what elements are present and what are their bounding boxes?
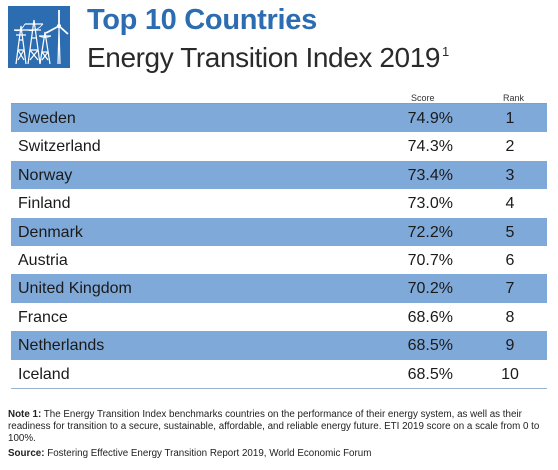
score-cell: 70.2%	[407, 280, 453, 298]
source-line: Source: Fostering Effective Energy Trans…	[8, 448, 554, 459]
source-label: Source:	[8, 448, 45, 459]
score-cell: 72.2%	[407, 223, 453, 241]
country-cell: France	[18, 308, 68, 326]
rank-cell: 1	[505, 110, 515, 127]
subtitle-text: Energy Transition Index 2019	[87, 42, 441, 73]
score-cell: 70.7%	[407, 251, 453, 269]
rank-cell: 4	[505, 195, 515, 213]
rank-cell: 7	[505, 280, 515, 298]
country-cell: Finland	[18, 195, 71, 213]
country-cell: Sweden	[18, 110, 76, 127]
ranking-table: Sweden 74.9% 1 Switzerland 74.3% 2 Norway 73.4%…	[11, 104, 547, 388]
rank-cell: 10	[501, 365, 519, 383]
score-cell: 68.6%	[407, 308, 453, 326]
table-row: Austria 70.7% 6	[11, 246, 547, 274]
page-title: Top 10 Countries	[87, 4, 317, 36]
table-row: Finland 73.0% 4	[11, 189, 547, 217]
subtitle-footnote-mark: 1	[442, 44, 449, 59]
table-row: Switzerland 74.3% 2	[11, 132, 547, 160]
rank-cell: 2	[505, 138, 515, 156]
footnote-text: The Energy Transition Index benchmarks c…	[8, 409, 540, 444]
country-cell: Denmark	[18, 223, 83, 241]
country-cell: Iceland	[18, 365, 70, 383]
rank-cell: 6	[505, 251, 515, 269]
country-cell: Switzerland	[18, 138, 101, 156]
score-cell: 74.3%	[407, 138, 453, 156]
score-cell: 74.9%	[407, 110, 453, 127]
country-cell: Norway	[18, 166, 73, 184]
rank-cell: 3	[505, 166, 515, 184]
column-header-score: Score	[411, 93, 435, 103]
score-cell: 73.4%	[407, 166, 453, 184]
table-row: Iceland 68.5% 10	[11, 360, 547, 388]
rank-cell: 9	[505, 337, 515, 355]
table-row: Sweden 74.9% 1	[11, 104, 547, 133]
table-row: Norway 73.4% 3	[11, 160, 547, 190]
table-row: United Kingdom 70.2% 7	[11, 274, 547, 303]
table-bottom-divider	[11, 388, 547, 389]
source-text: Fostering Effective Energy Transition Re…	[44, 448, 372, 459]
table-row: France 68.6% 8	[11, 303, 547, 331]
footnote-label: Note 1:	[8, 409, 42, 420]
score-cell: 68.5%	[407, 365, 453, 383]
table-row: Netherlands 68.5% 9	[11, 331, 547, 360]
rank-cell: 5	[505, 223, 515, 241]
score-cell: 73.0%	[407, 195, 453, 213]
country-cell: Netherlands	[18, 337, 105, 355]
table-top-divider	[11, 103, 547, 104]
rank-cell: 8	[505, 308, 515, 326]
footnote: Note 1: The Energy Transition Index benc…	[8, 409, 554, 445]
page-subtitle: Energy Transition Index 2019 1	[87, 42, 449, 74]
table-row: Denmark 72.2% 5	[11, 217, 547, 246]
country-cell: United Kingdom	[18, 280, 132, 298]
country-cell: Austria	[18, 251, 68, 269]
column-header-rank: Rank	[503, 93, 525, 103]
energy-pylon-wind-turbine-icon	[8, 6, 70, 68]
score-cell: 68.5%	[407, 337, 453, 355]
